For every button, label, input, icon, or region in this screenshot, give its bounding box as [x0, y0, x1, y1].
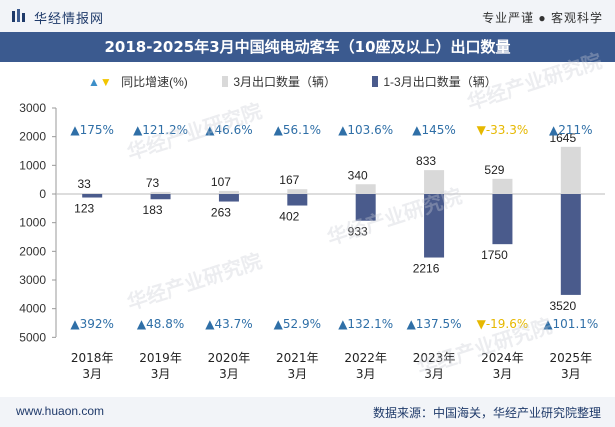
march-growth-label: ▲175% [70, 123, 114, 137]
march-value-label: 73 [146, 176, 160, 190]
x-category-label: 2025年 [550, 351, 593, 365]
march-value-label: 833 [416, 154, 436, 168]
cumulative-value-label: 933 [348, 225, 368, 239]
cumulative-growth-label: ▲43.7% [205, 317, 252, 331]
cumulative-growth-label: ▲132.1% [338, 317, 393, 331]
y-tick-label: 1000 [19, 216, 46, 230]
slogan: 专业严谨 ● 客观科学 [482, 11, 603, 25]
cumulative-value-label: 183 [143, 203, 163, 217]
march-value-label: 529 [484, 163, 504, 177]
down-triangle-icon: ▼ [99, 75, 112, 89]
legend-march: 3月出口数量（辆） [222, 73, 336, 90]
cumulative-growth-label: ▲101.1% [543, 317, 598, 331]
y-tick-label: 2000 [19, 244, 46, 258]
march-growth-label: ▲211% [549, 123, 593, 137]
x-category-label: 3月 [356, 367, 376, 381]
cumulative-growth-label: ▲137.5% [407, 317, 462, 331]
top-bar: 华经情报网 专业严谨 ● 客观科学 [0, 0, 615, 32]
cumulative-growth-label: ▲52.9% [274, 317, 321, 331]
bar-march-1 [82, 193, 103, 195]
bar-cumulative-5 [355, 194, 376, 221]
cumulative-growth-label: ▲48.8% [137, 317, 184, 331]
legend-growth-label: 同比增速(%) [121, 75, 188, 89]
bar-cumulative-6 [424, 194, 445, 258]
x-category-label: 3月 [561, 367, 581, 381]
y-tick-label: 4000 [19, 302, 46, 316]
bar-march-2 [150, 191, 171, 194]
bar-march-6 [424, 170, 445, 194]
cumulative-value-label: 123 [74, 202, 94, 216]
legend-cumulative-label: 1-3月出口数量（辆） [383, 75, 497, 89]
cumulative-value-label: 263 [211, 206, 231, 220]
cumulative-growth-label: ▼-19.6% [477, 317, 529, 331]
x-category-label: 3月 [493, 367, 513, 381]
x-category-label: 3月 [219, 367, 239, 381]
bar-march-5 [355, 184, 376, 194]
bar-cumulative-1 [82, 194, 103, 198]
march-value-label: 167 [279, 173, 299, 187]
march-value-label: 33 [78, 177, 92, 191]
bar-cumulative-3 [218, 194, 239, 202]
y-tick-label: 2000 [19, 130, 46, 144]
footer: www.huaon.com 数据来源：中国海关，华经产业研究院整理 [0, 397, 615, 427]
cumulative-value-label: 3520 [549, 299, 576, 313]
title-bar: 2018-2025年3月中国纯电动客车（10座及以上）出口数量 [0, 32, 615, 62]
cumulative-value-label: 2216 [413, 262, 440, 276]
x-category-label: 2022年 [344, 351, 387, 365]
cumulative-value-label: 1750 [481, 248, 508, 262]
footer-source: 数据来源：中国海关，华经产业研究院整理 [372, 406, 601, 420]
march-value-label: 340 [348, 168, 368, 182]
x-category-label: 3月 [287, 367, 307, 381]
legend-march-swatch [222, 76, 228, 87]
logo-text: 华经情报网 [34, 11, 105, 26]
cumulative-growth-label: ▲392% [70, 317, 114, 331]
x-category-label: 2019年 [139, 351, 182, 365]
x-category-label: 2021年 [276, 351, 319, 365]
legend-cumulative-swatch [372, 76, 378, 87]
bar-march-3 [218, 190, 239, 194]
legend: ▲▼ 同比增速(%) 3月出口数量（辆） 1-3月出口数量（辆） [0, 70, 615, 92]
up-triangle-icon: ▲ [88, 75, 100, 89]
march-growth-label: ▲121.2% [133, 123, 188, 137]
legend-march-label: 3月出口数量（辆） [233, 75, 337, 89]
march-value-label: 107 [211, 175, 231, 189]
x-category-label: 2023年 [413, 351, 456, 365]
march-growth-label: ▲145% [412, 123, 456, 137]
chart-title: 2018-2025年3月中国纯电动客车（10座及以上）出口数量 [104, 38, 511, 56]
march-growth-label: ▲56.1% [274, 123, 321, 137]
y-tick-label: 0 [39, 187, 46, 201]
march-growth-label: ▲103.6% [338, 123, 393, 137]
bar-cumulative-7 [492, 194, 513, 245]
march-value-label: 1645 [549, 131, 576, 145]
x-category-label: 3月 [424, 367, 444, 381]
bar-cumulative-4 [287, 194, 308, 206]
bar-march-4 [287, 189, 308, 194]
legend-cumulative: 1-3月出口数量（辆） [372, 73, 497, 90]
x-category-label: 2024年 [481, 351, 524, 365]
logo-icon [12, 9, 25, 22]
bar-march-7 [492, 178, 513, 194]
bar-cumulative-2 [150, 194, 171, 200]
march-growth-label: ▲46.6% [205, 123, 252, 137]
march-growth-label: ▼-33.3% [477, 123, 529, 137]
y-tick-label: 3000 [19, 273, 46, 287]
legend-growth: ▲▼ 同比增速(%) [88, 73, 188, 90]
x-category-label: 3月 [82, 367, 102, 381]
x-category-label: 2020年 [208, 351, 251, 365]
y-tick-label: 5000 [19, 330, 46, 344]
bar-cumulative-8 [560, 194, 581, 295]
chart-plot: 3000 2000 1000 0 1000 2000 3000 4000 5000 33 123 ▲1… [19, 101, 605, 381]
bar-march-8 [560, 146, 581, 194]
y-tick-label: 3000 [19, 101, 46, 115]
x-category-label: 2018年 [71, 351, 114, 365]
footer-url[interactable]: www.huaon.com [16, 404, 105, 418]
x-category-label: 3月 [151, 367, 171, 381]
y-tick-label: 1000 [19, 158, 46, 172]
cumulative-value-label: 402 [279, 210, 299, 224]
